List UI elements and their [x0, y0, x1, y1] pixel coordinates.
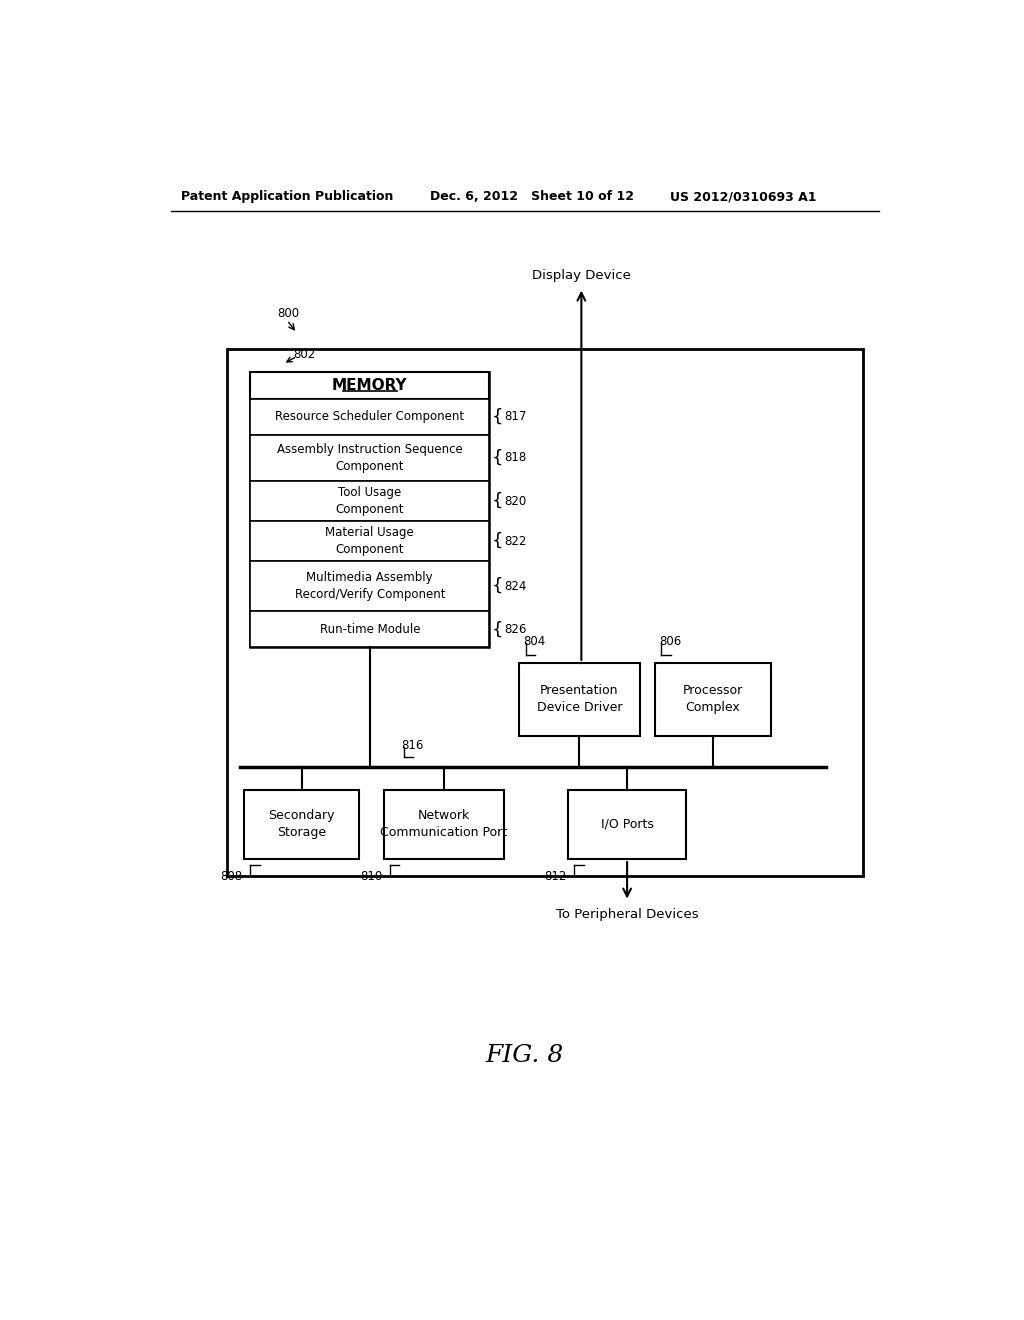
Text: {: {: [492, 620, 503, 639]
Text: US 2012/0310693 A1: US 2012/0310693 A1: [671, 190, 817, 203]
Text: {: {: [492, 492, 503, 510]
Text: Run-time Module: Run-time Module: [319, 623, 420, 636]
Text: 804: 804: [523, 635, 546, 648]
Text: 824: 824: [505, 579, 527, 593]
Bar: [251, 434, 489, 480]
Bar: [384, 789, 504, 859]
Text: {: {: [492, 449, 503, 467]
Text: 812: 812: [545, 870, 566, 883]
Text: I/O Ports: I/O Ports: [601, 818, 653, 832]
Text: 826: 826: [505, 623, 527, 636]
Text: Display Device: Display Device: [531, 269, 631, 282]
Bar: [251, 561, 489, 611]
Bar: [251, 611, 489, 647]
Text: MEMORY: MEMORY: [332, 378, 408, 392]
Text: Material Usage
Component: Material Usage Component: [326, 527, 414, 556]
Text: {: {: [492, 577, 503, 595]
Bar: [519, 663, 640, 737]
Text: Dec. 6, 2012   Sheet 10 of 12: Dec. 6, 2012 Sheet 10 of 12: [430, 190, 634, 203]
Text: Resource Scheduler Component: Resource Scheduler Component: [275, 411, 464, 424]
Text: 806: 806: [658, 635, 681, 648]
Text: Secondary
Storage: Secondary Storage: [268, 809, 335, 840]
Text: Presentation
Device Driver: Presentation Device Driver: [537, 684, 623, 714]
Text: Patent Application Publication: Patent Application Publication: [180, 190, 393, 203]
Bar: [251, 480, 489, 521]
Bar: [245, 789, 359, 859]
Text: Assembly Instruction Sequence
Component: Assembly Instruction Sequence Component: [276, 444, 463, 473]
Text: FIG. 8: FIG. 8: [485, 1044, 564, 1067]
Bar: [568, 789, 686, 859]
Bar: [251, 372, 489, 647]
Bar: [251, 521, 489, 561]
Text: 802: 802: [293, 348, 315, 362]
Text: 818: 818: [505, 451, 527, 465]
Text: 820: 820: [505, 495, 527, 508]
Bar: [227, 348, 862, 876]
Text: 800: 800: [276, 308, 299, 321]
Text: {: {: [492, 532, 503, 550]
Text: 816: 816: [400, 739, 423, 751]
Bar: [655, 663, 771, 737]
Text: {: {: [492, 408, 503, 426]
Text: To Peripheral Devices: To Peripheral Devices: [556, 908, 698, 921]
Text: 810: 810: [360, 870, 382, 883]
Text: Tool Usage
Component: Tool Usage Component: [336, 486, 404, 516]
Text: Processor
Complex: Processor Complex: [683, 684, 743, 714]
Bar: [251, 372, 489, 399]
Text: Network
Communication Port: Network Communication Port: [380, 809, 507, 840]
Text: 822: 822: [505, 535, 527, 548]
Text: Multimedia Assembly
Record/Verify Component: Multimedia Assembly Record/Verify Compon…: [295, 572, 445, 601]
Text: 817: 817: [505, 411, 527, 424]
Text: 808: 808: [220, 870, 243, 883]
Bar: [251, 399, 489, 434]
